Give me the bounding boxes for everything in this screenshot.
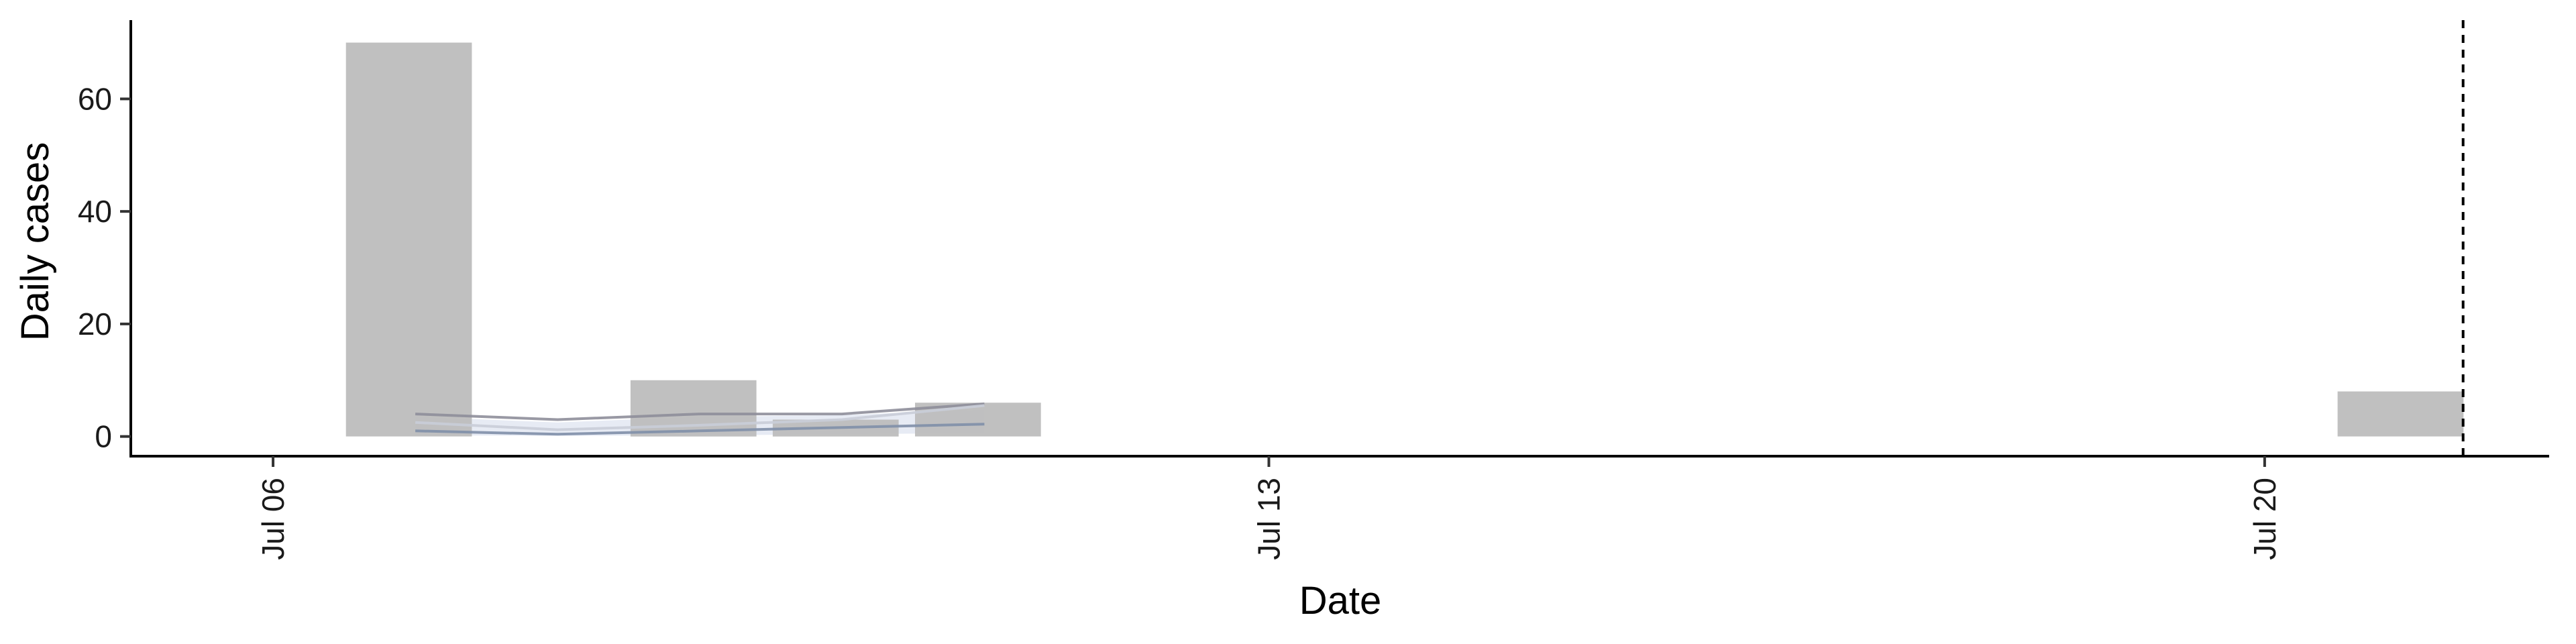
bar-4 — [2337, 391, 2464, 437]
axes-layer — [129, 20, 2549, 458]
ticks-layer: 0 20 40 60 Jul 06 Jul 13 Jul 20 — [78, 81, 2282, 559]
bars-layer — [345, 42, 2464, 437]
x-tick-label: Jul 20 — [2247, 478, 2282, 560]
bar-0 — [345, 42, 472, 437]
y-tick-label: 20 — [78, 307, 112, 341]
y-tick-label: 40 — [78, 194, 112, 229]
x-axis-title: Date — [1299, 579, 1382, 623]
series-line-0 — [415, 402, 985, 421]
series-line-1 — [415, 404, 985, 431]
lines-layer — [415, 402, 985, 436]
y-tick-label: 0 — [95, 419, 112, 454]
y-tick-label: 60 — [78, 81, 112, 116]
x-tick-label: Jul 13 — [1252, 478, 1287, 560]
x-tick-label: Jul 06 — [256, 478, 290, 560]
y-axis-title: Daily cases — [13, 142, 57, 341]
series-line-2 — [415, 423, 985, 436]
